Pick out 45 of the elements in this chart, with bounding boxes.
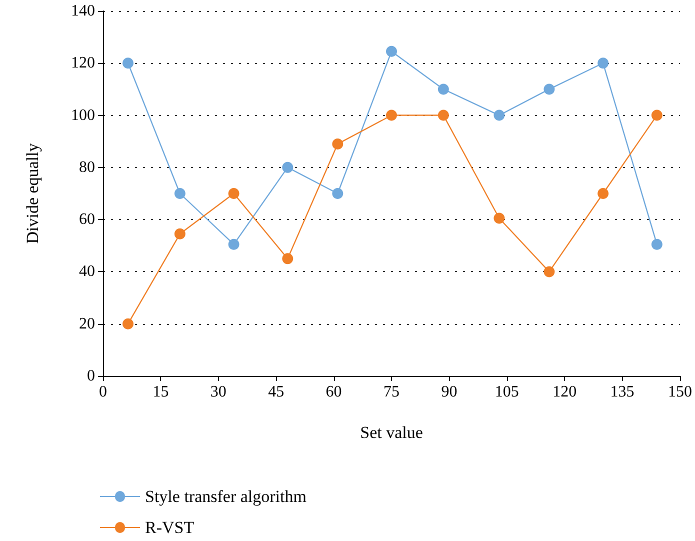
legend-label: Style transfer algorithm: [145, 487, 306, 506]
point: [438, 110, 449, 121]
point: [651, 238, 662, 250]
point: [544, 84, 555, 95]
point: [651, 110, 662, 121]
x-tick-label: 60: [326, 384, 342, 400]
point: [332, 138, 344, 150]
point: [544, 266, 555, 278]
y-tick-label: 60: [79, 211, 95, 228]
x-tick-label: 135: [610, 384, 634, 400]
x-tick-label: 120: [552, 384, 577, 400]
x-axis-title: Set value: [360, 423, 423, 442]
point: [598, 58, 609, 69]
x-tick-label: 90: [441, 384, 458, 400]
x-tick-label: 30: [210, 384, 226, 400]
point: [122, 58, 134, 69]
point: [386, 46, 397, 57]
legend-label: R-VST: [145, 518, 195, 537]
point: [228, 188, 240, 199]
point: [174, 228, 186, 240]
x-tick-label: 105: [494, 384, 519, 400]
y-axis-title: Divide equally: [23, 142, 42, 244]
y-tick-label: 20: [79, 315, 95, 332]
point: [332, 188, 344, 199]
point: [386, 110, 397, 121]
point: [494, 212, 505, 224]
point: [228, 238, 240, 250]
point: [598, 188, 609, 199]
y-tick-label: 120: [71, 54, 95, 72]
point: [282, 162, 294, 173]
x-tick-label: 15: [152, 384, 169, 400]
x-tick-label: 0: [99, 384, 107, 400]
y-tick-label: 100: [71, 106, 95, 124]
point: [494, 110, 505, 121]
y-tick-label: 140: [71, 2, 95, 20]
y-tick-label: 40: [79, 263, 95, 280]
x-tick-label: 150: [668, 384, 692, 400]
point: [438, 84, 449, 95]
y-tick-label: 80: [79, 158, 95, 176]
point: [282, 253, 294, 264]
point: [122, 318, 134, 330]
x-tick-label: 45: [268, 384, 284, 400]
point: [174, 188, 186, 199]
y-tick-label: 0: [87, 368, 95, 384]
x-tick-label: 75: [384, 384, 400, 400]
